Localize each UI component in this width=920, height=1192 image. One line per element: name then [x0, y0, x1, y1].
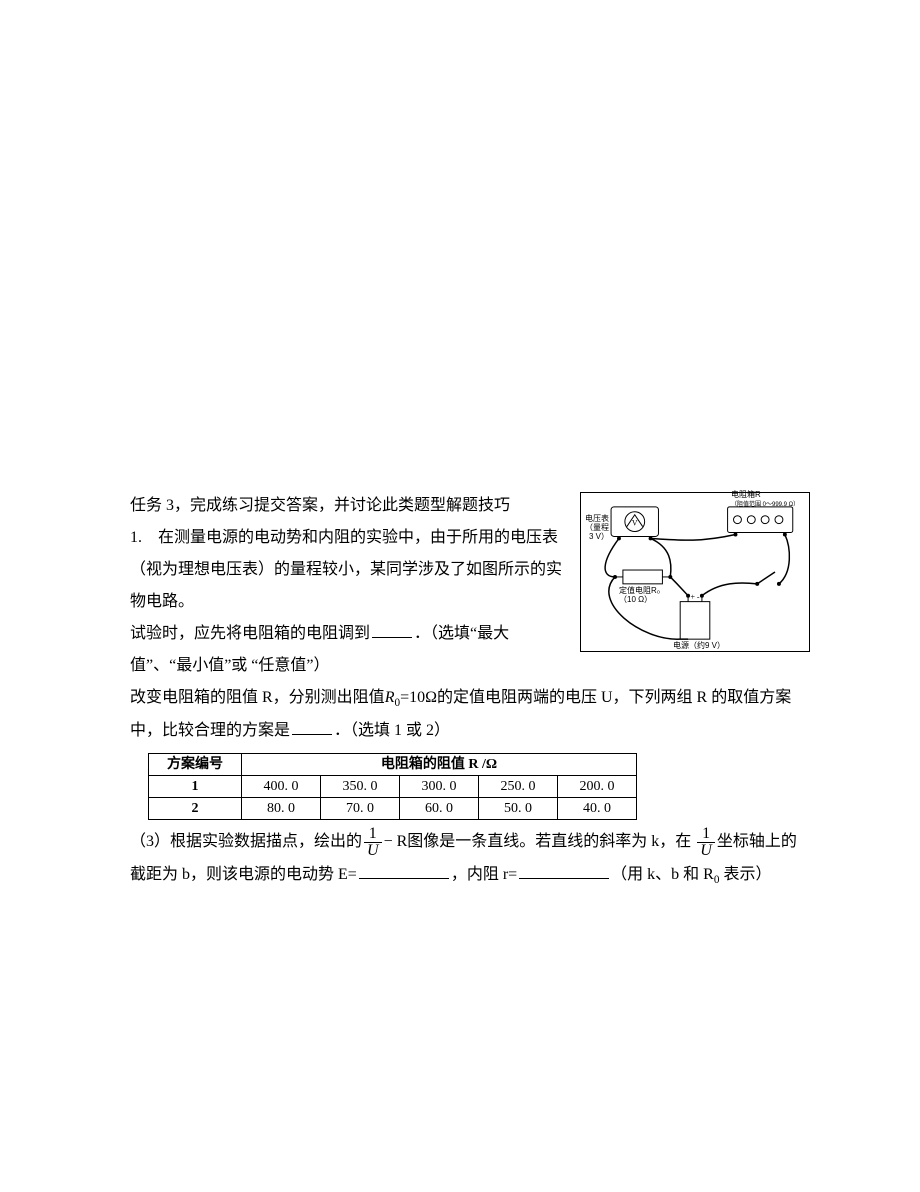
frac-num: 1 [364, 826, 382, 843]
frac-den: U [697, 843, 715, 859]
rbox-range-text: （阻值范围 0～999.9 Ω） [731, 502, 799, 508]
table-cell: 60. 0 [400, 797, 479, 819]
blank-E[interactable] [359, 862, 449, 879]
blank-1[interactable] [372, 621, 412, 638]
voltmeter-range-text: （量程3 V） [585, 523, 609, 541]
table-row: 2 80. 0 70. 0 60. 0 50. 0 40. 0 [149, 797, 637, 819]
table-cell: 300. 0 [400, 775, 479, 797]
voltmeter-label-text: 电压表 [585, 514, 609, 523]
data-table: 方案编号 电阻箱的阻值 R /Ω 1 400. 0 350. 0 300. 0 … [148, 753, 637, 820]
content-block: V [130, 490, 810, 891]
table-row: 1 400. 0 350. 0 300. 0 250. 0 200. 0 [149, 775, 637, 797]
r0-label: 定值电阻R₀ （10 Ω） [619, 587, 660, 605]
blank-2[interactable] [292, 718, 332, 735]
q1-part2-prefix: 改变电阻箱的阻值 R，分别测出阻值 [130, 689, 385, 706]
source-label: 电源（约9 V） [673, 642, 725, 651]
q3-prefix: （3）根据实验数据描点，绘出的 [130, 833, 362, 850]
q3-tail-end: 表示） [719, 866, 771, 883]
rbox-label: 电阻箱R （阻值范围 0～999.9 Ω） [731, 491, 811, 509]
fraction-1overU-2: 1U [697, 826, 715, 859]
circuit-diagram: V [580, 492, 810, 652]
q3-tail: （用 k、b 和 R [611, 866, 714, 883]
table-cell: 40. 0 [558, 797, 637, 819]
table-cell: 50. 0 [479, 797, 558, 819]
svg-text:V: V [632, 519, 638, 528]
svg-text:+ -: + - [690, 593, 699, 602]
r-header: 电阻箱的阻值 R /Ω [242, 753, 637, 775]
frac-den: U [364, 843, 382, 859]
table-cell: 80. 0 [242, 797, 321, 819]
q3-comma: ，内阻 r= [451, 866, 517, 883]
table-header-row: 方案编号 电阻箱的阻值 R /Ω [149, 753, 637, 775]
frac-num: 1 [697, 826, 715, 843]
q3-dash: − R [384, 833, 408, 850]
table-cell: 200. 0 [558, 775, 637, 797]
q3-mid1: 图像是一条直线。若直线的斜率为 k，在 [407, 833, 691, 850]
table-cell: 70. 0 [321, 797, 400, 819]
plan-cell: 1 [149, 775, 242, 797]
q1-r0-val: =10Ω [400, 689, 437, 706]
plan-cell: 2 [149, 797, 242, 819]
blank-r[interactable] [519, 862, 609, 879]
table-cell: 400. 0 [242, 775, 321, 797]
fraction-1overU: 1U [364, 826, 382, 859]
r0-label-text: 定值电阻R₀ [619, 586, 660, 595]
table-cell: 350. 0 [321, 775, 400, 797]
rbox-label-text: 电阻箱R [731, 490, 761, 499]
table-cell: 250. 0 [479, 775, 558, 797]
r0-val-text: （10 Ω） [619, 595, 652, 604]
q1-r0-var: R [385, 689, 395, 706]
plan-header: 方案编号 [149, 753, 242, 775]
q3-para: （3）根据实验数据描点，绘出的1U− R图像是一条直线。若直线的斜率为 k，在 … [130, 826, 810, 892]
q1-part2-suffix: ．（选填 1 或 2） [334, 722, 450, 739]
page: V [0, 0, 920, 1192]
q1-part2: 改变电阻箱的阻值 R，分别测出阻值R0=10Ω的定值电阻两端的电压 U，下列两组… [130, 682, 810, 747]
voltmeter-label: 电压表 （量程3 V） [583, 515, 609, 541]
circuit-svg: V [581, 493, 809, 651]
q1-part1-prefix: 试验时，应先将电阻箱的电阻调到 [130, 625, 370, 642]
